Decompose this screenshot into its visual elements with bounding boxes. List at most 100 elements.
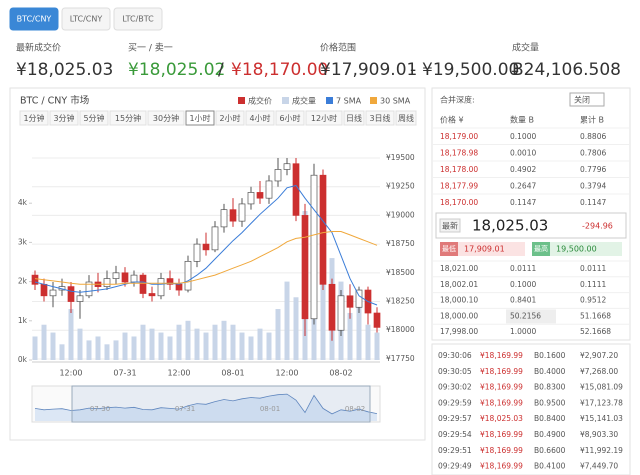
trade-cell: B0.8300 [534,383,566,392]
trade-cell: 09:29:57 [438,414,472,423]
legend-label: 7 SMA [336,97,362,106]
depth-cell: 18,179.00 [440,132,478,141]
y-tick-label: ¥18250 [386,297,415,306]
tab-label: LTC/BTC [122,15,154,24]
candle-body [49,289,57,297]
trade-cell: 09:29:51 [438,446,472,455]
trade-cell: 09:29:59 [438,398,472,407]
volume-bar [140,324,146,360]
period-button[interactable] [185,110,215,126]
candle-body [256,192,264,199]
volume-bar [194,328,200,360]
period-button[interactable] [343,110,365,126]
candle-body [121,272,129,283]
y-tick-label: ¥17750 [386,354,415,363]
trade-cell: B0.4100 [534,462,566,471]
summary-value: ¥18,025.02 [128,60,225,80]
tab[interactable] [9,7,59,31]
candle-body [211,226,219,251]
summary-label: 成交量 [512,42,539,54]
period-button[interactable] [365,110,395,126]
summary-label: 价格范围 [320,42,356,54]
candle-body [202,243,210,251]
trade-cell: ¥8,903.30 [580,430,618,439]
candle-body [274,169,282,182]
volume-bar [95,336,101,360]
low-label: 最低 [442,244,456,253]
depth-cell: 0.2647 [510,182,536,191]
candle-body [148,293,156,297]
depth-cell: 0.8401 [510,296,536,305]
candle-body [85,281,93,297]
trade-cell: ¥17,123.78 [580,398,623,407]
depth-header: 价格 ¥ [440,115,464,125]
last-label-box [439,218,461,233]
volume-bar [149,328,155,360]
trade-cell: ¥15,081.09 [580,383,623,392]
depth-cell: 0.1000 [510,132,536,141]
legend-swatch [238,97,245,104]
candle-body [67,286,75,302]
candle-body [103,278,111,287]
depth-select[interactable] [569,92,605,107]
candle-body [301,215,309,320]
high-tag [532,242,550,256]
volume-bar [248,336,254,360]
candle-body [355,289,363,308]
trade-cell: ¥18,169.99 [480,367,523,376]
depth-cell: 0.0010 [510,149,536,158]
summary-label: 买一 / 卖一 [128,43,173,54]
volume-bar [167,336,173,360]
period-button[interactable] [395,110,417,126]
x-tick-label: 12:00 [167,369,190,378]
depth-cell: 0.1000 [510,280,536,289]
depth-cell: 18,000.00 [440,311,478,320]
candle-body [193,243,201,262]
period-label: 3分钟 [53,113,74,123]
depth-cell: 18,021.00 [440,264,478,273]
volume-bar [347,312,353,360]
tab[interactable] [61,7,111,31]
period-label: 2小时 [219,113,240,123]
depth-cell: 18,178.00 [440,165,478,174]
volume-bar [59,344,65,360]
trade-cell: ¥18,025.03 [480,414,523,423]
period-button[interactable] [79,110,109,126]
tab-label: BTC/CNY [17,15,52,24]
tab[interactable] [113,7,163,31]
period-label: 4小时 [249,113,270,123]
trade-cell: 09:30:02 [438,383,472,392]
y2-tick-label: 0k [18,355,28,364]
trade-cell: ¥18,169.99 [480,383,523,392]
summary-label: 最新成交价 [16,42,61,54]
period-label: 30分钟 [153,113,179,123]
depth-cell: 18,177.99 [440,182,478,191]
x-tick-label: 07-31 [113,369,136,378]
volume-bar [86,340,92,360]
legend-label: 成交量 [292,96,316,106]
trade-cell: ¥18,169.99 [480,446,523,455]
period-button[interactable] [215,110,245,126]
low-tag [440,242,458,256]
period-button[interactable] [275,110,305,126]
navigator-line [34,393,378,415]
period-button[interactable] [305,110,343,126]
candle-body [229,209,237,222]
period-button[interactable] [19,110,49,126]
high-value: 19,500.00 [556,245,597,254]
volume-bar [32,336,38,360]
period-button[interactable] [49,110,79,126]
depth-cell: 0.8806 [580,132,606,141]
high-box [532,242,622,256]
depth-cell: 18,170.00 [440,198,478,207]
trade-cell: B0.6600 [534,446,566,455]
period-button[interactable] [245,110,275,126]
period-button[interactable] [147,110,185,126]
summary-value: ¥19,500.00 [422,60,519,80]
candle-body [319,174,327,285]
tab-label: LTC/CNY [70,15,103,24]
navigator-handle[interactable] [71,385,371,423]
trade-cell: ¥18,169.99 [480,462,523,471]
candle-body [175,283,183,291]
period-button[interactable] [109,110,147,126]
